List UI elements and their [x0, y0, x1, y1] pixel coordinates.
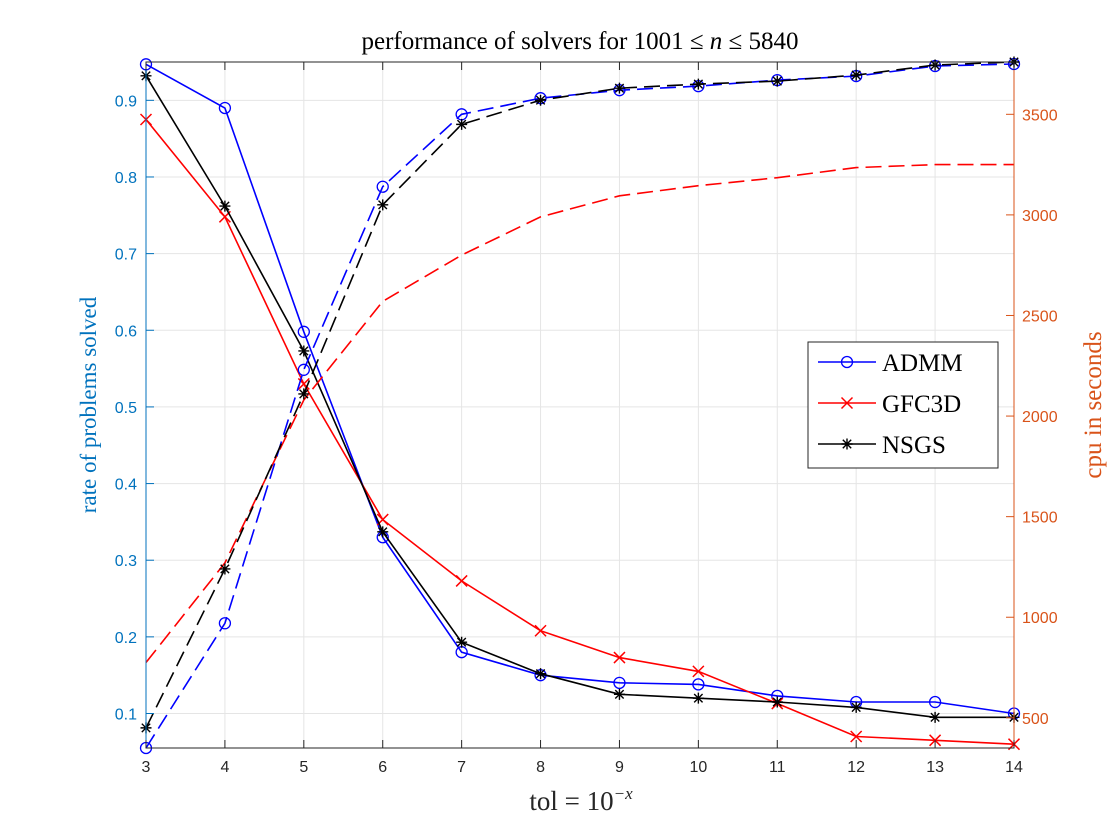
data-point-nsgs-cpu [771, 75, 783, 87]
legend-marker [840, 355, 854, 369]
y-right-tick-label: 1500 [1022, 510, 1058, 527]
legend: ADMM GFC3D NSGS [807, 341, 999, 469]
y-left-tick-label: 0.3 [115, 553, 137, 570]
x-tick-label: 6 [378, 759, 387, 776]
data-point-admm [218, 101, 232, 115]
x-tick-label: 4 [220, 759, 229, 776]
axes: 3 4 5 6 7 8 9 10 11 12 13 14 0.1 0.2 0.3 0.4 0.5 0.6 0.7 0.… [115, 62, 1058, 776]
y-left-tick-label: 0.1 [115, 707, 137, 724]
legend-item-admm: ADMM [818, 350, 963, 377]
chart-title-post: ≤ 5840 [722, 28, 798, 55]
y-left-tick-label: 0.9 [115, 93, 137, 110]
chart-title-pre: performance of solvers for 1001 ≤ [361, 28, 709, 55]
y-left-tick-label: 0.2 [115, 630, 137, 647]
series-admm [139, 58, 1021, 720]
y-left-tick-label: 0.7 [115, 247, 137, 264]
x-tick-label: 5 [299, 759, 308, 776]
series-line-admm [145, 63, 1015, 715]
data-point-nsgs [850, 701, 862, 713]
data-point-nsgs-cpu [298, 388, 310, 400]
data-point-nsgs [771, 696, 783, 708]
x-axis-label: tol = 10−x [529, 784, 633, 816]
data-point-nsgs [456, 636, 468, 648]
x-axis-label-exponent: −x [614, 784, 633, 803]
data-point-nsgs-cpu [613, 82, 625, 94]
y-right-tick-label: 3000 [1022, 208, 1058, 225]
data-point-admm-cpu [218, 617, 232, 630]
data-point-gfc3d [613, 651, 626, 664]
data-point-nsgs-cpu [535, 94, 547, 106]
y-right-tick-label: 3500 [1022, 107, 1058, 124]
legend-item-nsgs: NSGS [818, 432, 946, 459]
x-tick-label: 10 [689, 759, 707, 776]
data-point-gfc3d [692, 665, 705, 678]
data-point-nsgs [298, 345, 310, 357]
y-left-tick-label: 0.5 [115, 400, 137, 417]
data-point-gfc3d [850, 730, 863, 743]
y-left-tick-label: 0.8 [115, 170, 137, 187]
legend-box [807, 341, 999, 469]
data-point-nsgs [377, 526, 389, 538]
series-line-gfc3d [145, 118, 1015, 745]
y-right-tick-label: 1000 [1022, 610, 1058, 627]
x-tick-label: 12 [847, 759, 865, 776]
legend-label: ADMM [882, 350, 963, 377]
data-point-admm [297, 325, 310, 338]
data-point-nsgs-cpu [850, 69, 862, 81]
chart-title: performance of solvers for 1001 ≤ n ≤ 58… [361, 28, 798, 55]
x-tick-label: 14 [1005, 759, 1023, 776]
data-point-admm [692, 678, 705, 691]
y-right-tick-label: 500 [1022, 711, 1049, 728]
legend-item-gfc3d: GFC3D [818, 391, 961, 418]
series-line-nsgs-cpu [145, 61, 1015, 729]
data-point-gfc3d [534, 624, 547, 637]
data-point-admm-cpu [376, 180, 389, 193]
x-tick-label: 8 [536, 759, 545, 776]
legend-marker [840, 396, 854, 410]
data-point-nsgs-cpu [456, 118, 468, 130]
data-point-nsgs-cpu [377, 199, 389, 211]
chart-title-var: n [710, 28, 723, 55]
legend-label: GFC3D [882, 391, 961, 418]
y-axis-left-label: rate of problems solved [76, 296, 101, 513]
data-point-nsgs [692, 692, 704, 704]
data-point-nsgs [613, 688, 625, 700]
x-tick-label: 11 [769, 759, 786, 776]
data-point-nsgs-cpu [692, 78, 704, 90]
data-point-admm-cpu [297, 363, 310, 376]
x-tick-label: 7 [457, 759, 466, 776]
series-line-nsgs [145, 75, 1014, 719]
y-right-tick-label: 2500 [1022, 308, 1058, 325]
y-left-tick-label: 0.4 [115, 477, 137, 494]
series-line-gfc3d-cpu [145, 163, 1014, 663]
x-tick-label: 3 [142, 759, 151, 776]
legend-label: NSGS [882, 432, 946, 459]
x-tick-label: 9 [615, 759, 624, 776]
y-axis-right-label: cpu in seconds [1080, 331, 1107, 478]
x-tick-label: 13 [926, 759, 944, 776]
y-right-tick-label: 2000 [1022, 409, 1058, 426]
x-axis-label-base: tol = 10 [529, 786, 613, 816]
data-point-nsgs-cpu [219, 563, 231, 575]
y-left-tick-label: 0.6 [115, 323, 137, 340]
data-point-nsgs [929, 711, 941, 723]
data-point-nsgs [535, 668, 547, 680]
data-point-admm [613, 676, 626, 689]
data-point-gfc3d [455, 574, 468, 587]
data-point-admm [928, 695, 942, 709]
legend-marker [841, 438, 853, 450]
series-gfc3d-cpu [145, 163, 1014, 663]
data-point-nsgs [219, 200, 231, 212]
